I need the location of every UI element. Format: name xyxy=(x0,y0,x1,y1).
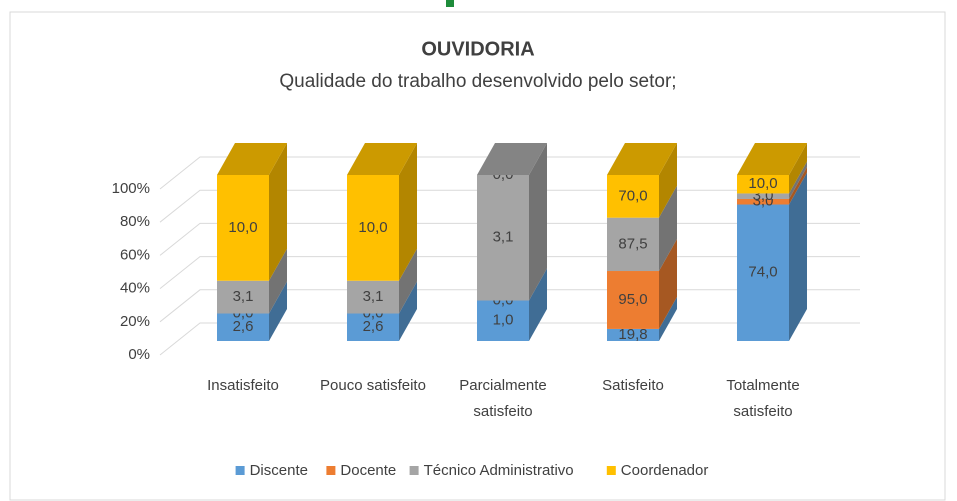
legend-swatch xyxy=(409,466,419,475)
bar-segment xyxy=(607,328,659,341)
bar-top xyxy=(217,143,287,175)
data-label: 74,0 xyxy=(748,264,777,281)
data-label: 10,0 xyxy=(358,219,387,236)
data-label: 19,8 xyxy=(618,326,647,343)
bar-side xyxy=(529,143,547,301)
bar-segment xyxy=(737,175,789,194)
bar-side xyxy=(659,143,677,218)
bar-segment xyxy=(347,313,399,341)
data-label: 2,6 xyxy=(363,318,384,335)
data-label: 3,1 xyxy=(233,288,254,305)
bar-segment xyxy=(607,271,659,329)
data-label: 1,0 xyxy=(493,312,514,329)
chart-title: OUVIDORIA xyxy=(421,38,534,60)
bar-segment xyxy=(217,313,269,341)
x-tick-label: Pouco satisfeito xyxy=(320,377,426,394)
bar-side xyxy=(659,296,677,341)
y-tick-label: 0% xyxy=(128,346,150,363)
data-label: 3,1 xyxy=(363,288,384,305)
y-tick-label: 80% xyxy=(120,213,150,230)
data-label: 70,0 xyxy=(618,187,647,204)
bar-side xyxy=(269,143,287,281)
data-label: 87,5 xyxy=(618,235,647,252)
bar-top xyxy=(607,143,677,175)
bar-segment xyxy=(477,300,529,341)
bar-segment xyxy=(477,175,529,301)
bar-top xyxy=(347,143,417,175)
chart-subtitle: Qualidade do trabalho desenvolvido pelo … xyxy=(279,71,676,92)
bar-side xyxy=(789,172,807,341)
decoration xyxy=(446,0,454,7)
bar-segment xyxy=(607,175,659,218)
bar-top xyxy=(737,143,807,175)
data-label: 95,0 xyxy=(618,291,647,308)
bar-side xyxy=(269,281,287,341)
bar-side xyxy=(529,268,547,341)
bar-side xyxy=(399,281,417,341)
bar-side xyxy=(789,161,807,199)
data-label: 10,0 xyxy=(748,175,777,192)
bar-segment xyxy=(607,217,659,272)
bar-segment xyxy=(737,204,789,341)
bar-side xyxy=(789,143,807,194)
legend-label: Discente xyxy=(250,462,308,479)
data-label: 10,0 xyxy=(228,219,257,236)
y-tick-label: 20% xyxy=(120,313,150,330)
bar-side xyxy=(659,239,677,329)
bar-segment xyxy=(347,175,399,281)
bar-segment xyxy=(347,280,399,314)
y-tick-label: 60% xyxy=(120,246,150,263)
legend-label: Técnico Administrativo xyxy=(424,462,574,479)
data-label: 2,6 xyxy=(233,318,254,335)
x-tick-label: Totalmente satisfeito xyxy=(726,377,800,420)
x-tick-label: Parcialmente satisfeito xyxy=(459,377,547,420)
bar-side xyxy=(789,166,807,205)
bar-top xyxy=(477,143,547,175)
legend-swatch xyxy=(326,466,336,475)
y-tick-label: 100% xyxy=(112,180,150,197)
x-tick-label: Insatisfeito xyxy=(207,377,279,394)
legend-label: Docente xyxy=(340,462,396,479)
legend-swatch xyxy=(606,466,616,475)
y-tick-label: 40% xyxy=(120,280,150,297)
bar-side xyxy=(659,185,677,272)
bar-segment xyxy=(737,193,789,199)
bar-segment xyxy=(737,198,789,205)
bar-segment xyxy=(217,280,269,314)
bar-side xyxy=(269,248,287,314)
x-tick-label: Satisfeito xyxy=(602,377,664,394)
legend-label: Coordenador xyxy=(621,462,709,479)
data-label: 3,1 xyxy=(493,229,514,246)
bar-side xyxy=(399,143,417,281)
bar-side xyxy=(399,248,417,314)
legend-swatch xyxy=(235,466,245,475)
bar-segment xyxy=(217,175,269,281)
